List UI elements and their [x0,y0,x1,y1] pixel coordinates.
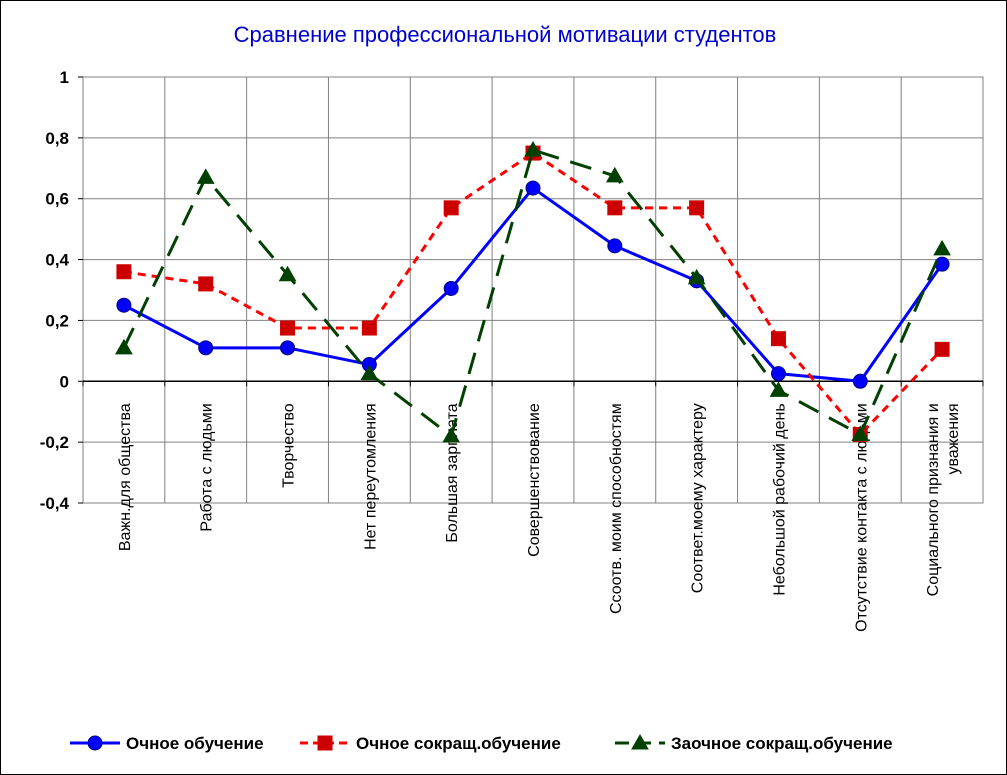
y-tick-label: 0,4 [45,251,69,270]
x-tick-label-line: Нет переутомления [362,403,379,550]
x-tick-label-line: Небольшой рабочий день [771,403,788,595]
data-point [442,427,461,443]
legend-marker [87,735,103,751]
y-tick-label: 0,6 [45,190,69,209]
series-line [122,148,944,438]
x-tick-label: Небольшой рабочий день [771,403,788,595]
data-point [278,265,297,282]
x-tick-label-line: Совершенствование [526,403,543,557]
data-point [198,340,214,356]
y-tick-label: 0 [60,372,69,391]
data-point [769,381,788,397]
y-tick-label: -0,2 [40,433,69,452]
data-point [360,364,379,381]
data-point [770,366,786,382]
data-point [607,238,623,254]
data-point [116,297,132,313]
legend-item-1: Очное обучение [70,734,264,753]
x-tick-label: Нет переутомления [362,403,379,550]
y-tick-label: 1 [60,68,69,87]
data-point [198,276,214,292]
data-point [361,320,377,336]
x-tick-label-line: Ссоотв. моим способностям [608,403,625,614]
x-tick-label: Работа с людьми [199,403,216,531]
y-tick-label: 0,8 [45,129,69,148]
x-tick-label: Совершенствование [526,403,543,557]
x-tick-label: Важн.для общества [117,403,134,551]
legend-label: Заочное сокращ.обучение [671,734,893,753]
series-layer [115,141,951,443]
data-point [687,268,706,285]
series-3 [115,141,951,443]
legend-label: Очное сокращ.обучение [356,734,561,753]
x-tick-label-line: Работа с людьми [199,403,216,531]
data-point [852,373,868,389]
data-point [524,141,542,157]
x-tick-label-line: Социального признания и [925,403,942,596]
legend: Очное обучение Очное сокращ.обучение Заочн… [70,733,893,753]
y-tick-label: 0,2 [45,311,69,330]
series-1 [116,180,950,389]
data-point [851,425,870,442]
data-point [607,200,623,216]
x-tick-label-line: уважения [945,403,962,474]
data-point [525,180,541,196]
data-point [933,239,951,256]
legend-marker [631,733,649,750]
x-tick-label: Соответ.моему характеру [690,403,707,593]
y-tick-label: -0,4 [40,494,70,513]
x-tick-label: Ссоотв. моим способностям [608,403,625,614]
data-point [770,331,786,347]
x-tick-label: Социального признания и уважения [925,403,962,596]
data-point [443,280,459,296]
legend-item-3: Заочное сокращ.обучение [615,733,893,753]
data-point [934,256,950,272]
x-tick-label-line: Большая зарплата [444,403,461,542]
chart-title: Сравнение профессиональной мотивации сту… [234,22,777,47]
legend-marker [317,735,333,751]
data-point [689,200,705,216]
x-tick-label-line: Важн.для общества [117,403,134,551]
series-line [123,151,944,437]
data-point [115,338,133,355]
x-tick-label: Большая зарплата [444,403,461,542]
data-point [116,264,132,280]
data-point [196,168,215,184]
x-tick-label-line: Творчество [281,403,298,488]
data-point [280,340,296,356]
data-point [605,166,624,183]
x-tick-label-line: Соответ.моему характеру [690,403,707,593]
data-point [280,320,296,336]
x-tick-label: Творчество [281,403,298,488]
legend-item-2: Очное сокращ.обучение [300,734,561,753]
data-point [934,341,950,357]
x-tick-label: Отсутствие контакта с людьми [853,403,870,632]
x-tick-label-line: Отсутствие контакта с людьми [853,403,870,632]
data-point [443,200,459,216]
legend-label: Очное обучение [126,734,264,753]
axes: 1 0,8 0,6 0,4 0,2 0 -0,2 -0,4 Важн.для общества Р… [40,68,984,632]
